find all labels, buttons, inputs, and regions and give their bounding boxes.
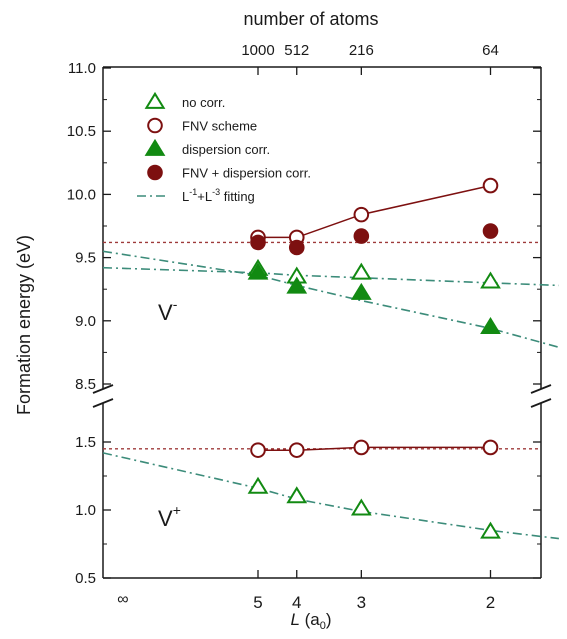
y-ticks: 8.5 9.0 9.5 10.0 10.5 11.0 0.5 1.0 1.5 bbox=[67, 60, 541, 587]
panel-label-lower-sup: + bbox=[173, 502, 181, 518]
y-tick-label: 1.0 bbox=[75, 502, 96, 519]
top-ticks: 1000 512 216 64 bbox=[241, 42, 499, 75]
legend: no corr. FNV scheme dispersion corr. FNV + … bbox=[137, 91, 311, 204]
axis-break-left-a bbox=[92, 384, 114, 394]
top-tick-label: 64 bbox=[482, 42, 499, 59]
x-tick-label: 3 bbox=[357, 593, 366, 612]
top-tick-label: 512 bbox=[284, 42, 309, 59]
x-axis-title-end: ) bbox=[326, 610, 332, 629]
axis-break-right-b bbox=[530, 398, 552, 408]
y-tick-label: 8.5 bbox=[75, 376, 96, 393]
fnv-line bbox=[258, 446, 491, 451]
legend-label-part: fitting bbox=[220, 189, 255, 204]
legend-label-no_corr: no corr. bbox=[182, 95, 225, 110]
fit-curve bbox=[102, 250, 560, 349]
reference-lines bbox=[103, 241, 541, 450]
legend-label-fnv_disp: FNV + dispersion corr. bbox=[182, 166, 311, 181]
point-no_corr-lower bbox=[247, 476, 269, 494]
y-tick-label: 11.0 bbox=[68, 60, 96, 77]
top-tick-label: 216 bbox=[349, 42, 374, 59]
axis-break-right-a bbox=[530, 384, 552, 394]
point-disp-upper bbox=[350, 282, 372, 300]
point-fnv_disp-upper bbox=[353, 228, 370, 244]
y-tick-label: 9.5 bbox=[75, 250, 96, 267]
point-fnv-lower bbox=[250, 442, 266, 458]
y-tick-label: 9.0 bbox=[75, 313, 96, 330]
point-fnv_disp-upper bbox=[250, 234, 266, 251]
x-axis-title-variable: L bbox=[290, 610, 299, 629]
x-tick-label: ∞ bbox=[117, 591, 128, 608]
x-tick-label: 2 bbox=[486, 593, 495, 612]
point-no_corr-lower bbox=[286, 486, 308, 504]
x-axis-title-unit: (a bbox=[300, 610, 320, 629]
x-tick-label: 5 bbox=[253, 593, 262, 612]
y-tick-label: 10.0 bbox=[67, 186, 96, 203]
top-tick-label: 1000 bbox=[241, 42, 274, 59]
fit-curves bbox=[102, 250, 560, 540]
point-disp-upper bbox=[480, 317, 501, 335]
panel-label-upper: V- bbox=[158, 296, 178, 325]
y-tick-label: 1.5 bbox=[75, 434, 96, 451]
y-tick-label: 10.5 bbox=[67, 123, 96, 140]
plot-area: 8.5 9.0 9.5 10.0 10.5 11.0 0.5 1.0 1.5 ∞ 5 4 3 2 1000 5… bbox=[67, 42, 560, 612]
y-tick-label: 0.5 bbox=[75, 570, 96, 587]
x-axis-title: L (a0) bbox=[290, 610, 331, 632]
point-no_corr-lower bbox=[350, 498, 372, 516]
point-fnv-upper bbox=[353, 206, 370, 223]
legend-label-disp: dispersion corr. bbox=[182, 142, 270, 157]
series-lines bbox=[258, 184, 491, 451]
panel-label-upper-main: V bbox=[158, 300, 173, 325]
fit-curve bbox=[102, 452, 559, 540]
panel-label-lower: V+ bbox=[158, 502, 181, 531]
point-fnv-lower bbox=[288, 442, 305, 458]
panel-labels: V-V+ bbox=[158, 296, 181, 531]
point-fnv-lower bbox=[353, 439, 370, 456]
legend-label-fit: L-1+L-3 fitting bbox=[182, 187, 255, 204]
fnv-line bbox=[258, 184, 491, 239]
fit-curve bbox=[102, 266, 559, 287]
x-ticks: ∞ 5 4 3 2 bbox=[117, 570, 495, 612]
point-fnv_disp-upper bbox=[288, 239, 305, 256]
legend-marker-no_corr bbox=[144, 91, 166, 109]
legend-label-part: -3 bbox=[212, 187, 220, 197]
panel-label-lower-main: V bbox=[158, 506, 173, 531]
point-disp-upper bbox=[247, 262, 269, 280]
legend-marker-fnv_disp bbox=[147, 164, 163, 181]
top-axis-title: number of atoms bbox=[243, 9, 378, 29]
legend-marker-fnv bbox=[147, 117, 163, 134]
axis-break-left-b bbox=[92, 398, 114, 408]
legend-marker-disp bbox=[144, 138, 166, 156]
data-points bbox=[247, 177, 501, 539]
plot-frame bbox=[92, 66, 552, 579]
point-no_corr-lower bbox=[480, 521, 501, 539]
y-axis-title: Formation energy (eV) bbox=[14, 235, 34, 415]
point-no_corr-upper bbox=[350, 262, 372, 280]
x-axis-title-subscript: 0 bbox=[320, 620, 326, 632]
legend-label-part: L bbox=[182, 189, 189, 204]
point-fnv-upper bbox=[482, 177, 499, 194]
panel-label-upper-sup: - bbox=[173, 296, 178, 312]
point-disp-upper bbox=[286, 276, 308, 294]
legend-label-fnv: FNV scheme bbox=[182, 119, 257, 134]
point-fnv-lower bbox=[482, 439, 499, 456]
point-fnv_disp-upper bbox=[482, 223, 499, 239]
x-tick-label: 4 bbox=[292, 593, 301, 612]
legend-label-part: -1 bbox=[189, 187, 197, 197]
legend-label-part: +L bbox=[197, 189, 212, 204]
point-no_corr-upper bbox=[480, 271, 501, 289]
